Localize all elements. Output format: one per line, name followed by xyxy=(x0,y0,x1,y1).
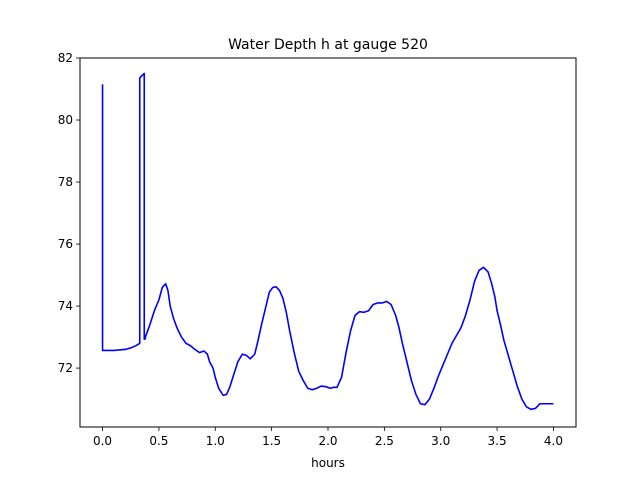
x-tick-label: 3.5 xyxy=(488,434,507,448)
x-tick-label: 0.0 xyxy=(93,434,112,448)
x-tick-label: 1.0 xyxy=(206,434,225,448)
y-tick-label: 78 xyxy=(58,175,73,189)
series-line-0 xyxy=(101,72,554,411)
x-tick-label: 1.5 xyxy=(262,434,281,448)
x-tick-label: 2.5 xyxy=(375,434,394,448)
x-tick-label: 0.5 xyxy=(149,434,168,448)
x-axis-label: hours xyxy=(311,456,345,470)
x-tick-label: 2.0 xyxy=(318,434,337,448)
x-axis: 0.0 0.5 1.0 1.5 2.0 2.5 3.0 3.5 4.0 xyxy=(93,427,563,448)
y-tick-label: 74 xyxy=(58,299,73,313)
x-tick-label: 4.0 xyxy=(544,434,563,448)
y-tick-label: 82 xyxy=(58,51,73,65)
chart-title: Water Depth h at gauge 520 xyxy=(228,37,428,53)
y-tick-label: 80 xyxy=(58,113,73,127)
y-tick-label: 76 xyxy=(58,237,73,251)
y-axis: 72 74 76 78 80 82 xyxy=(58,51,80,375)
x-tick-label: 3.0 xyxy=(431,434,450,448)
plot-frame xyxy=(79,57,577,428)
plot-area xyxy=(101,72,554,411)
y-tick-label: 72 xyxy=(58,361,73,375)
